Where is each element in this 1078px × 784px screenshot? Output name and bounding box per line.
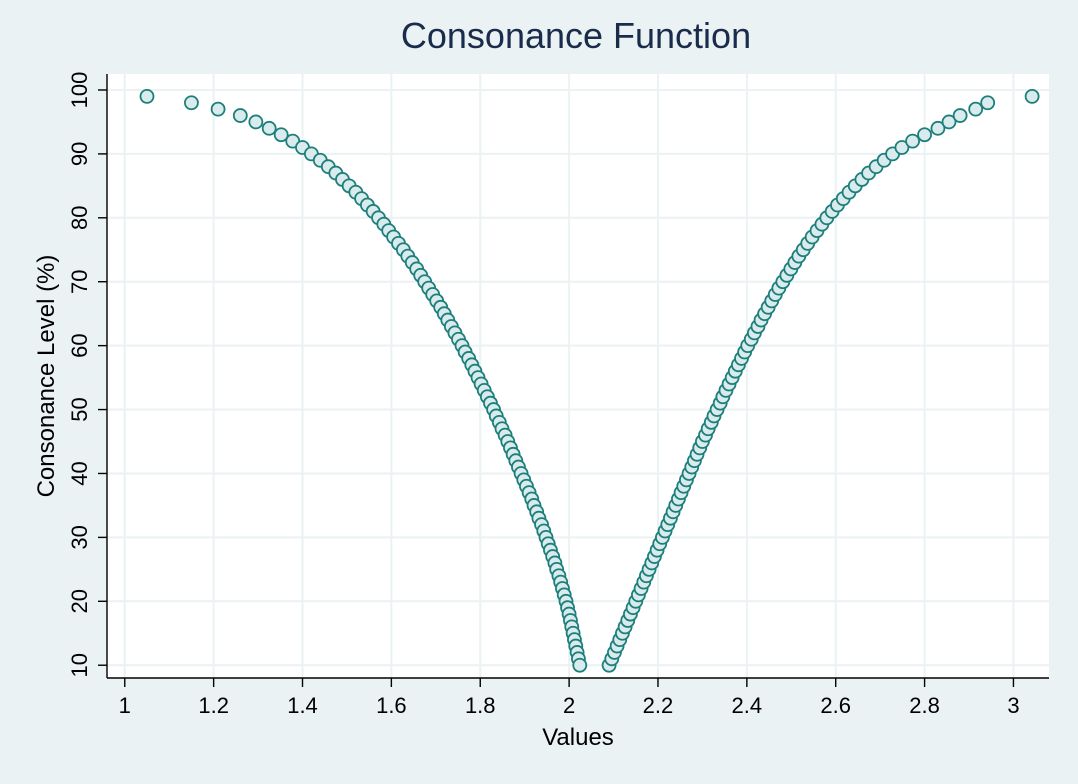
data-point [917, 127, 932, 143]
plot-area [107, 74, 1049, 678]
x-tick-label: 1.8 [465, 693, 496, 718]
y-tick-label: 80 [67, 206, 92, 230]
chart-title: Consonance Function [401, 15, 751, 56]
x-tick-label: 1.6 [376, 693, 407, 718]
y-tick-label: 50 [67, 397, 92, 421]
y-tick-label: 70 [67, 269, 92, 293]
x-tick-label: 1.2 [198, 693, 229, 718]
data-point [184, 95, 199, 111]
y-tick-label: 10 [67, 653, 92, 677]
data-point [261, 120, 277, 136]
y-tick-label: 20 [67, 589, 92, 613]
data-point [894, 140, 910, 155]
y-axis-label: Consonance Level (%) [33, 255, 60, 498]
data-point [139, 88, 155, 104]
y-tick-label: 40 [67, 461, 92, 485]
data-point [930, 120, 946, 136]
data-point [941, 114, 957, 130]
y-tick-label: 60 [67, 333, 92, 357]
x-tick-label: 2 [563, 693, 575, 718]
data-point [905, 133, 920, 149]
x-tick-label: 1.4 [287, 693, 318, 718]
data-point [980, 95, 996, 111]
x-tick-label: 2.8 [909, 693, 940, 718]
data-point [968, 101, 984, 117]
data-point [572, 657, 588, 673]
data-point [273, 127, 289, 143]
x-tick-label: 2.4 [732, 693, 763, 718]
x-axis-label: Values [542, 724, 614, 751]
y-tick-label: 30 [67, 525, 92, 549]
x-tick-label: 2.6 [820, 693, 851, 718]
x-tick-label: 3 [1007, 693, 1019, 718]
data-point [210, 101, 226, 117]
y-tick-label: 100 [67, 72, 92, 109]
y-tick-label: 90 [67, 142, 92, 166]
data-point [952, 108, 968, 123]
x-tick-label: 2.2 [643, 693, 674, 718]
axes: 1 1.2 1.4 1.6 1.8 2 2.2 2.4 2.6 2.8 3 10 20 30 40 50 60 7… [67, 72, 1049, 718]
grid [107, 74, 1049, 678]
data-points [139, 88, 1040, 673]
x-tick-label: 1 [119, 693, 131, 718]
data-point [1024, 88, 1040, 104]
data-point [248, 114, 264, 130]
data-point [232, 108, 248, 123]
